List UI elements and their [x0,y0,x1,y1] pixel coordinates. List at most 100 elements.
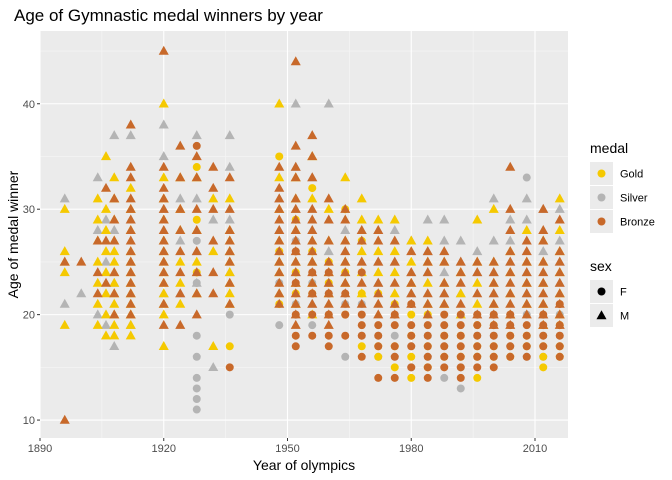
bronze-male-point [307,172,318,182]
x-tick-label: 1920 [152,443,176,455]
x-tick-label: 1890 [28,443,52,455]
gold-male-point [224,288,235,298]
bronze-male-point [538,298,549,308]
bronze-male-point [538,203,549,213]
bronze-male-point [505,203,516,213]
bronze-female-point [407,321,416,330]
bronze-male-point [373,277,384,287]
bronze-male-point [100,235,112,245]
bronze-female-point [506,331,515,340]
bronze-female-point [555,352,564,361]
bronze-male-point [191,267,202,277]
bronze-male-point [406,277,417,287]
bronze-male-point [92,288,103,298]
silver-female-point [192,279,201,288]
bronze-male-point [274,267,285,277]
bronze-male-point [274,235,285,245]
bronze-male-point [175,246,186,256]
gold-male-point [356,246,367,256]
bronze-male-point [224,277,235,287]
silver-male-point [109,130,120,140]
bronze-female-point [522,342,531,351]
silver-male-point [455,235,466,245]
bronze-male-point [59,414,70,424]
bronze-male-point [125,267,136,277]
bronze-male-point [76,256,87,266]
bronze-female-point [357,331,366,340]
bronze-male-point [554,214,565,224]
bronze-female-point [539,321,548,330]
bronze-male-point [340,214,351,224]
bronze-male-point [439,298,450,308]
silver-female-point [192,352,201,361]
gold-male-point [373,214,384,224]
bronze-female-point [308,289,317,298]
gold-male-point [422,235,433,245]
bronze-male-point [191,151,202,161]
bronze-male-point [274,193,285,203]
bronze-male-point [340,298,351,308]
bronze-male-point [307,130,318,140]
bronze-male-point [191,203,202,213]
gold-male-point [389,267,400,277]
bronze-female-point [440,310,449,319]
bronze-male-point [340,256,351,266]
bronze-male-point [472,256,483,266]
bronze-male-point [274,277,285,287]
bronze-female-point [555,321,564,330]
bronze-female-point [390,373,399,382]
bronze-male-point [158,45,169,55]
legend-label: F [620,287,627,299]
bronze-female-point [225,363,234,372]
bronze-male-point [307,214,318,224]
bronze-male-point [505,267,516,277]
bronze-male-point [538,267,549,277]
bronze-female-point [423,352,432,361]
bronze-male-point [158,235,169,245]
bronze-male-point [59,256,70,266]
gold-male-point [100,267,112,277]
bronze-male-point [224,172,235,182]
bronze-female-point [522,352,531,361]
bronze-male-point [224,298,235,308]
gold-male-point [92,277,103,287]
bronze-male-point [125,256,136,266]
bronze-male-point [505,288,516,298]
bronze-male-point [521,246,532,256]
bronze-male-point [323,319,334,329]
bronze-male-point [109,267,120,277]
bronze-female-point [489,331,498,340]
bronze-female-point [291,247,300,256]
bronze-male-point [505,298,516,308]
gold-male-point [472,277,483,287]
gold-male-point [92,256,103,266]
bronze-male-point [158,193,169,203]
silver-female-point [440,373,449,382]
gold-male-point [208,340,219,350]
silver-male-point [224,214,235,224]
bronze-male-point [505,256,516,266]
bronze-female-point [357,310,366,319]
gold-male-point [158,172,169,182]
plot-panel [40,31,568,438]
bronze-male-point [125,119,136,129]
bronze-male-point [488,288,499,298]
bronze-female-point [407,300,416,309]
bronze-male-point [208,267,219,277]
bronze-male-point [175,140,186,150]
bronze-male-point [208,182,219,192]
gold-male-point [307,193,318,203]
bronze-male-point [455,256,466,266]
bronze-male-point [191,309,202,319]
bronze-female-point [324,268,333,277]
bronze-male-point [208,235,219,245]
silver-male-point [100,214,112,224]
bronze-male-point [125,193,136,203]
bronze-male-point [505,246,516,256]
bronze-female-point [440,363,449,372]
bronze-male-point [389,235,400,245]
silver-male-point [109,224,120,234]
bronze-male-point [158,203,169,213]
bronze-female-point [407,331,416,340]
